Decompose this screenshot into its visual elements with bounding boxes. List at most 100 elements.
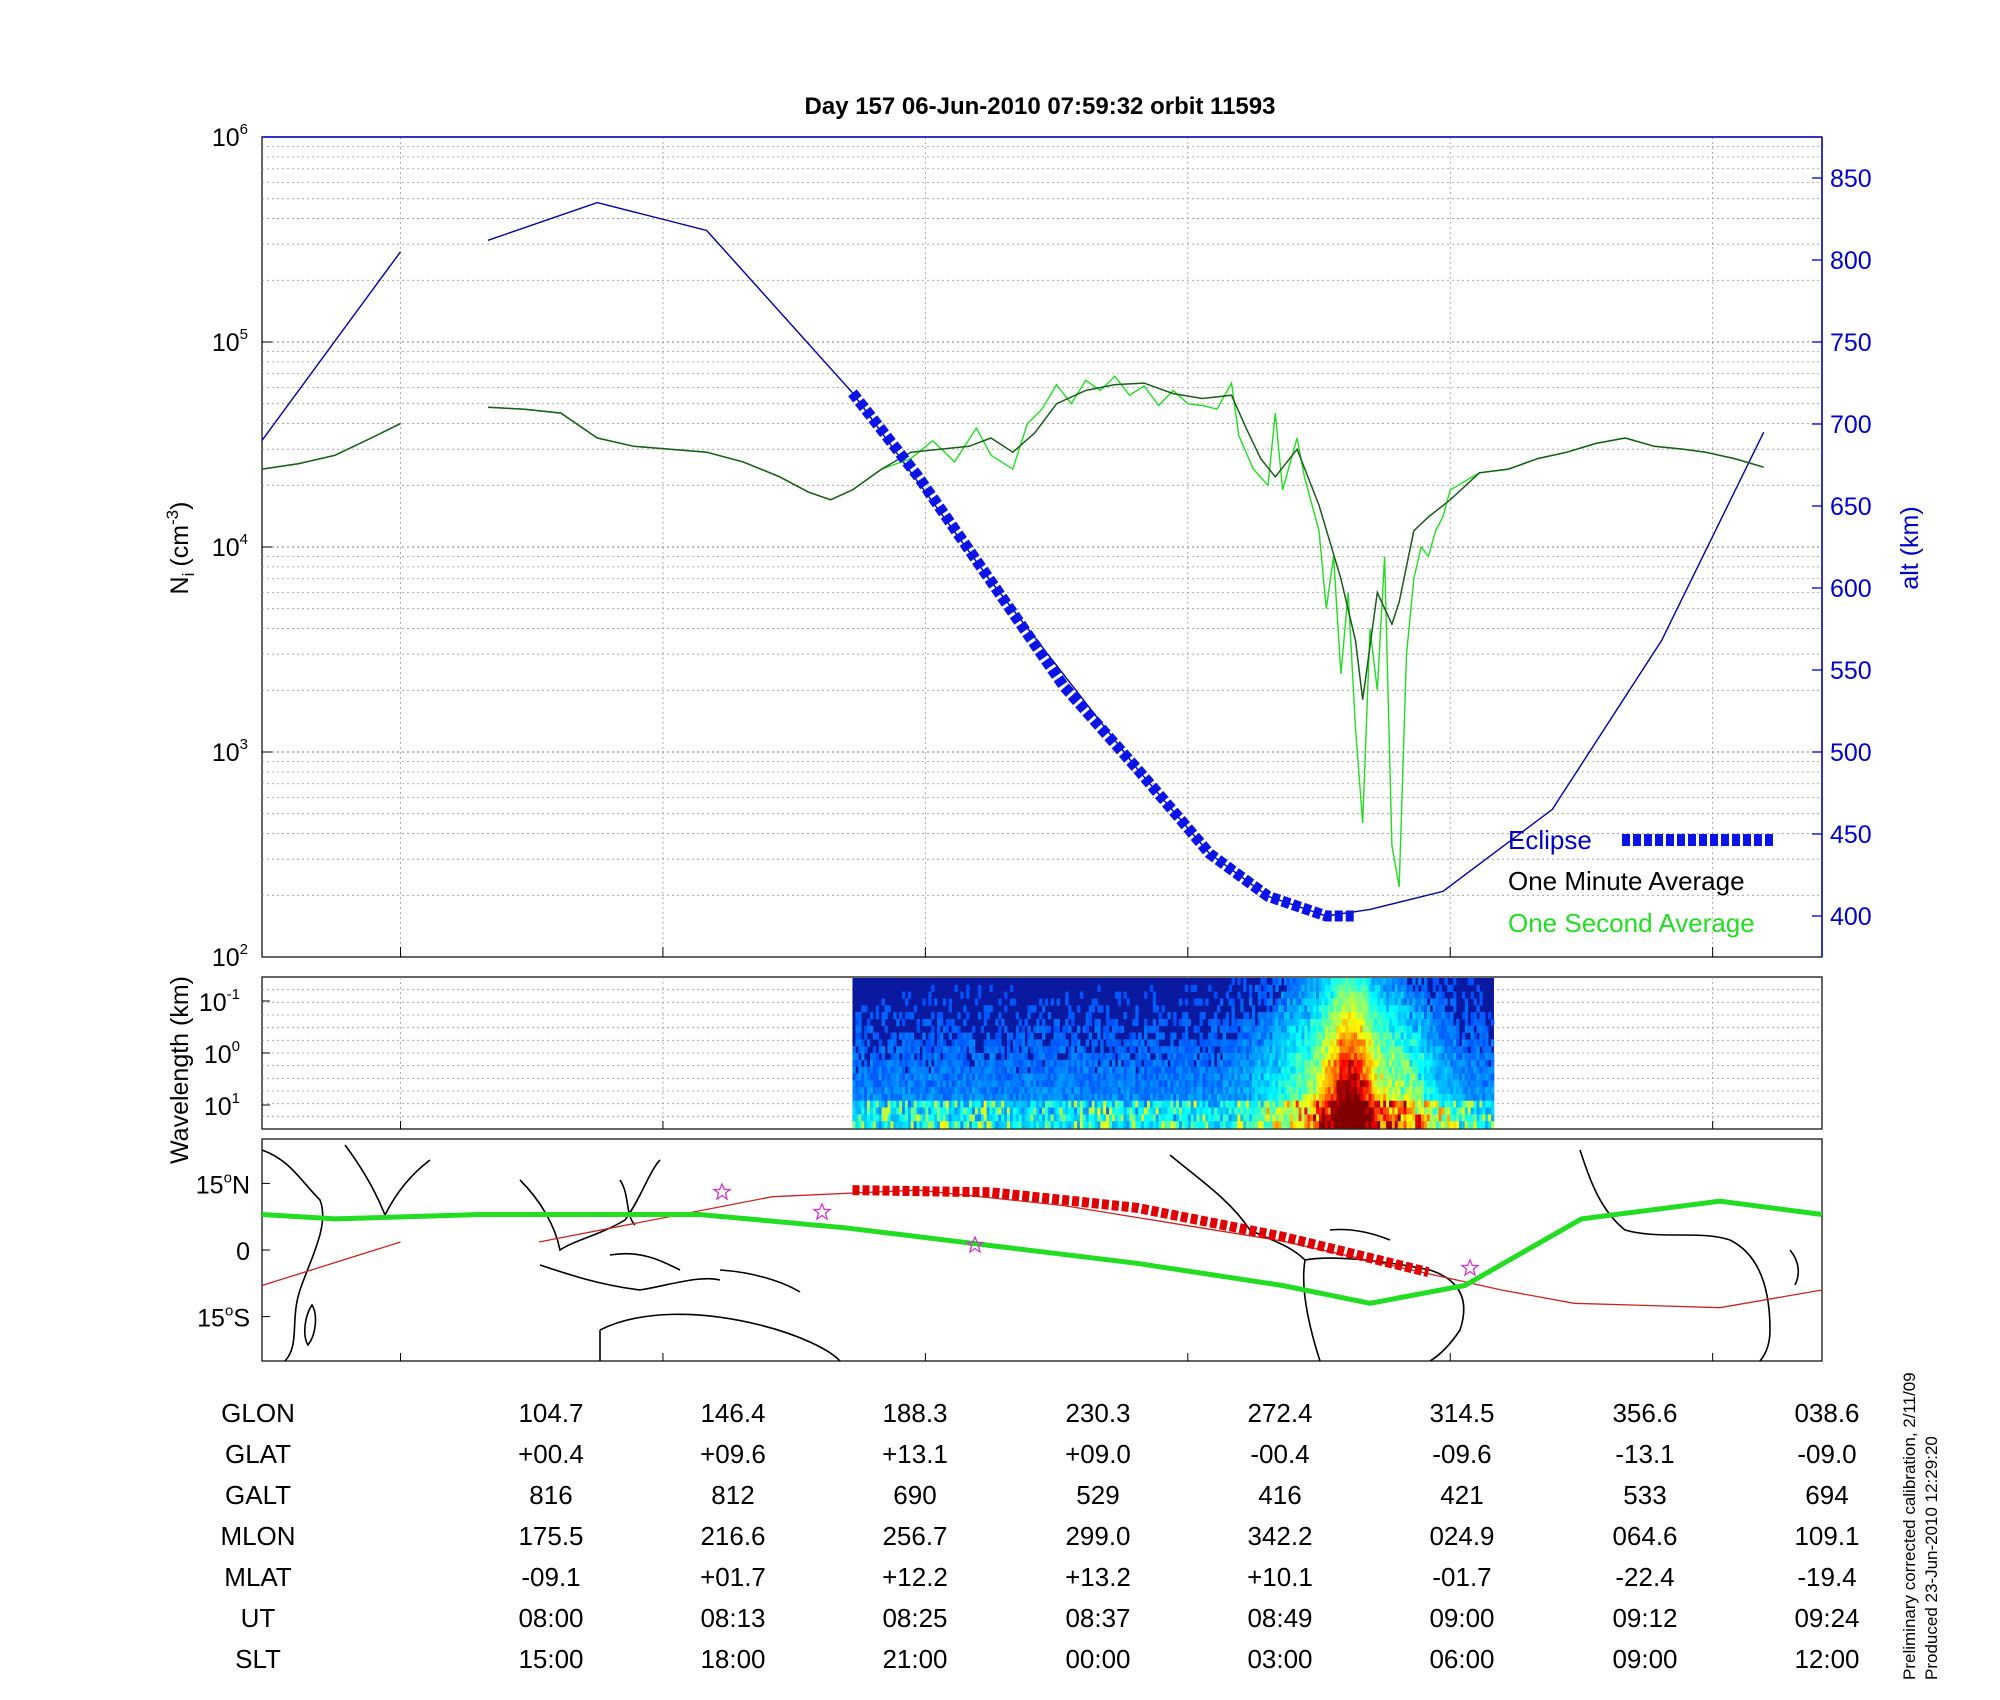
spectrogram-cell	[1383, 1046, 1387, 1054]
spectrogram-cell	[1272, 1059, 1276, 1067]
spectrogram-cell	[1316, 1012, 1320, 1020]
spectrogram-cell	[1257, 1073, 1262, 1081]
spectrogram-cell	[1342, 1018, 1346, 1027]
spectrogram-cell	[1211, 1107, 1215, 1115]
spectrogram-cell	[1001, 1100, 1005, 1108]
spectrogram-cell	[1246, 1053, 1250, 1061]
spectrogram-cell	[1015, 1121, 1020, 1129]
spectrogram-cell	[1342, 1025, 1346, 1033]
spectrogram-cell	[951, 1025, 955, 1033]
spectrogram-cell	[1391, 998, 1396, 1006]
spectrogram-cell	[1117, 1039, 1122, 1047]
spectrogram-cell	[1173, 1053, 1177, 1061]
spectrogram-cell	[1044, 1053, 1049, 1061]
spectrogram-cell	[1231, 1018, 1235, 1027]
spectrogram-cell	[1109, 1053, 1113, 1061]
spectrogram-cell	[1324, 1121, 1329, 1129]
spectrogram-cell	[1421, 1107, 1425, 1115]
spectrogram-cell	[966, 1059, 970, 1067]
spectrogram-cell	[1269, 1073, 1273, 1081]
spectrogram-cell	[864, 1005, 868, 1013]
spectrogram-cell	[1260, 1039, 1264, 1047]
spectrogram-cell	[1470, 991, 1474, 999]
spectrogram-cell	[1365, 1066, 1369, 1074]
spectrogram-cell	[1345, 1087, 1349, 1095]
spectrogram-cell	[1424, 1107, 1428, 1115]
spectrogram-cell	[1351, 1053, 1355, 1061]
spectrogram-cell	[907, 1107, 912, 1115]
spectrogram-cell	[1330, 1039, 1334, 1047]
spectrogram-cell	[1464, 998, 1469, 1006]
spectrogram-cell	[1114, 1039, 1119, 1047]
spectrogram-cell	[1321, 1073, 1326, 1081]
spectrogram-cell	[1286, 1059, 1291, 1067]
spectrogram-cell	[974, 1053, 979, 1061]
spectrogram-cell	[1424, 991, 1428, 999]
spectrogram-cell	[1214, 1066, 1218, 1074]
spectrogram-cell	[1085, 1053, 1089, 1061]
spectrogram-cell	[1103, 1080, 1107, 1088]
spectrogram-cell	[1182, 1066, 1186, 1074]
spectrogram-cell	[1062, 1025, 1066, 1033]
spectrogram-cell	[1321, 1066, 1326, 1074]
spectrogram-cell	[1103, 1066, 1107, 1074]
spectrogram-cell	[1249, 991, 1253, 999]
spectrogram-cell	[992, 1066, 996, 1074]
spectrogram-cell	[1432, 1080, 1436, 1088]
spectrogram-cell	[1386, 1039, 1390, 1047]
spectrogram-cell	[1117, 1073, 1122, 1081]
spectrogram-cell	[1225, 1039, 1229, 1047]
spectrogram-cell	[1438, 1018, 1442, 1027]
spectrogram-cell	[1476, 1114, 1480, 1122]
spectrogram-cell	[1050, 1080, 1054, 1088]
spectrogram-cell	[1275, 1059, 1279, 1067]
spectrogram-cell	[1202, 1107, 1206, 1115]
spectrogram-cell	[1295, 1100, 1299, 1108]
spectrogram-cell	[1435, 1080, 1439, 1088]
spectrogram-cell	[1403, 998, 1407, 1006]
spectrogram-cell	[1324, 1012, 1329, 1020]
spectrogram-cell	[916, 1114, 920, 1122]
spectrogram-cell	[1470, 1039, 1474, 1047]
spectrogram-cell	[1424, 1080, 1428, 1088]
spectrogram-cell	[1467, 1087, 1471, 1095]
spectrogram-cell	[1263, 1032, 1267, 1040]
spectrogram-cell	[1461, 1066, 1466, 1074]
spectrogram-cell	[1260, 1107, 1264, 1115]
spectrogram-cell	[1319, 1107, 1323, 1115]
spectrogram-cell	[963, 1073, 967, 1081]
spectrogram-cell	[1412, 1107, 1416, 1115]
spectrogram-cell	[1330, 984, 1334, 992]
spectrogram-cell	[1368, 978, 1372, 986]
spectrogram-cell	[893, 1107, 897, 1115]
spectrogram-cell	[1400, 1073, 1404, 1081]
spectrogram-cell	[942, 1073, 947, 1081]
spectrogram-cell	[1450, 1080, 1454, 1088]
spectrogram-cell	[1447, 1080, 1451, 1088]
spectrogram-cell	[1263, 1107, 1267, 1115]
spectrogram-cell	[1007, 1039, 1011, 1047]
spectrogram-cell	[1004, 1080, 1008, 1088]
spectrogram-cell	[1336, 1025, 1340, 1033]
spectrogram-cell	[1044, 1066, 1049, 1074]
spectrogram-cell	[1231, 1059, 1235, 1067]
spectrogram-cell	[939, 1114, 944, 1122]
spectrogram-cell	[1240, 1059, 1244, 1067]
spectrogram-cell	[986, 1039, 990, 1047]
spectrogram-cell	[937, 1059, 941, 1067]
spectrogram-cell	[1391, 1114, 1396, 1122]
spectrogram-cell	[963, 1066, 967, 1074]
spectrogram-cell	[1173, 1032, 1177, 1040]
spectrogram-cell	[1202, 1073, 1206, 1081]
spectrogram-cell	[1254, 1046, 1259, 1054]
spectrogram-cell	[1217, 1073, 1221, 1081]
spectrogram-cell	[893, 1039, 897, 1047]
spectrogram-cell	[1217, 1018, 1221, 1027]
spectrogram-cell	[1240, 1066, 1244, 1074]
spectrogram-cell	[855, 1087, 859, 1095]
spectrogram-cell	[1257, 1025, 1262, 1033]
spectrogram-cell	[1240, 1032, 1244, 1040]
spectrogram-cell	[957, 1114, 961, 1122]
spectrogram-cell	[939, 1018, 944, 1027]
spectrogram-cell	[878, 1121, 882, 1129]
